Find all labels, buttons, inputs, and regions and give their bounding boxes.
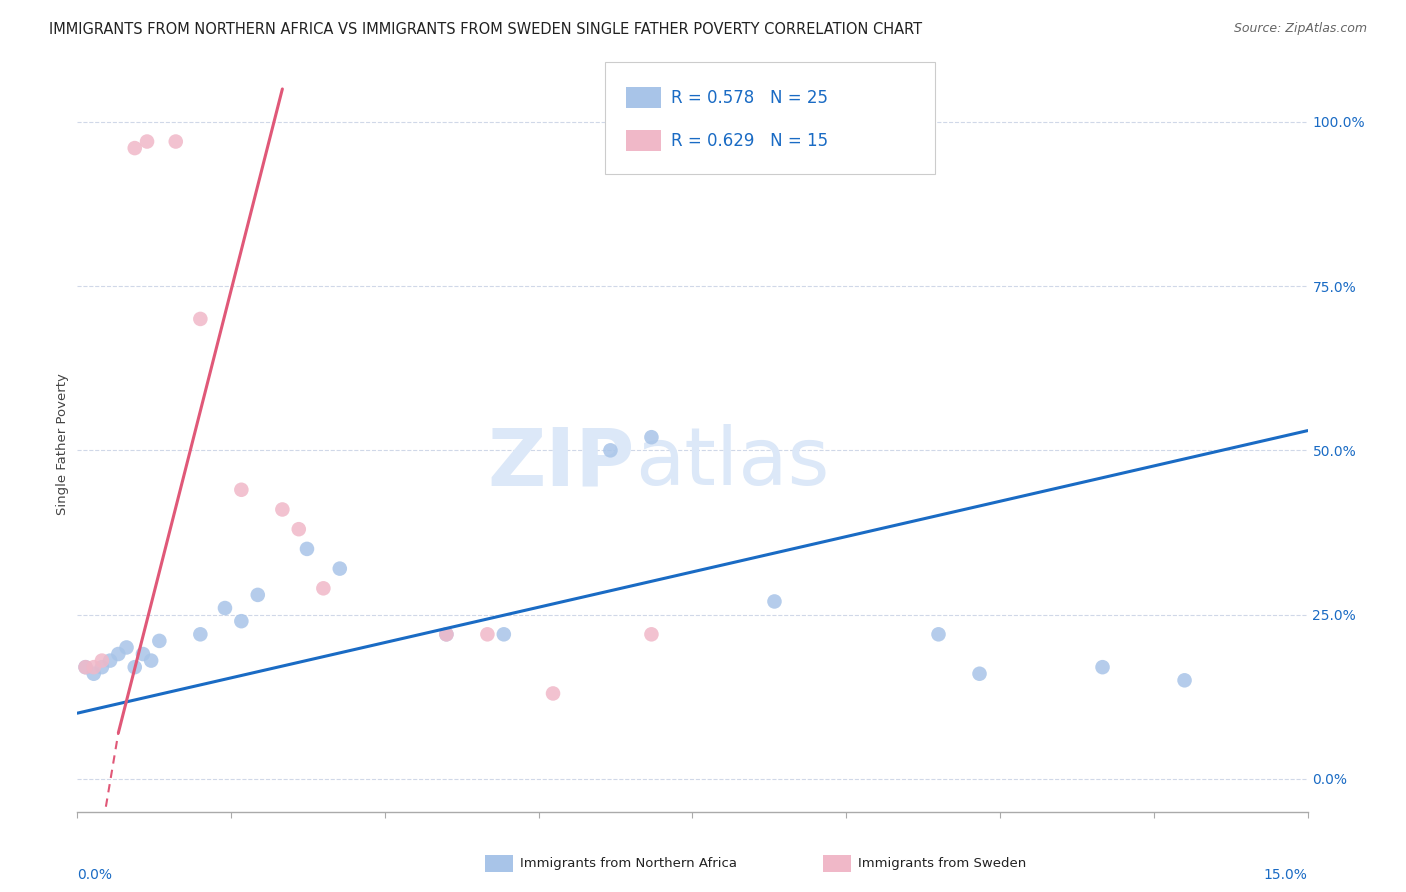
Point [271,502,294,516]
Point [477,627,499,641]
Point [141,654,163,668]
Point [107,647,129,661]
Point [83,660,105,674]
Point [90,660,114,674]
Point [436,627,458,641]
Text: Immigrants from Northern Africa: Immigrants from Northern Africa [520,857,737,870]
Point [90,654,114,668]
Point [492,627,515,641]
Point [763,594,786,608]
Point [541,686,564,700]
Point [83,666,105,681]
Text: R = 0.629   N = 15: R = 0.629 N = 15 [671,132,828,150]
Y-axis label: Single Father Poverty: Single Father Poverty [56,373,69,515]
Point [124,141,146,155]
Text: R = 0.578   N = 25: R = 0.578 N = 25 [671,88,828,107]
Text: 15.0%: 15.0% [1264,868,1308,881]
Text: ZIP: ZIP [488,425,636,502]
Text: Source: ZipAtlas.com: Source: ZipAtlas.com [1233,22,1367,36]
Point [295,541,318,556]
Point [75,660,97,674]
Point [148,633,170,648]
Point [188,312,212,326]
Point [969,666,991,681]
Point [214,601,236,615]
Point [115,640,138,655]
Text: 0.0%: 0.0% [77,868,112,881]
Point [288,522,311,536]
Point [165,135,187,149]
Text: IMMIGRANTS FROM NORTHERN AFRICA VS IMMIGRANTS FROM SWEDEN SINGLE FATHER POVERTY : IMMIGRANTS FROM NORTHERN AFRICA VS IMMIG… [49,22,922,37]
Point [640,430,662,444]
Point [124,660,146,674]
Point [132,647,155,661]
Point [231,614,253,628]
Point [640,627,662,641]
Text: Immigrants from Sweden: Immigrants from Sweden [858,857,1026,870]
Text: atlas: atlas [636,425,830,502]
Point [246,588,269,602]
Point [231,483,253,497]
Point [312,582,335,596]
Point [599,443,621,458]
Point [1091,660,1114,674]
Point [188,627,212,641]
Point [98,654,121,668]
Point [1174,673,1197,688]
Point [75,660,97,674]
Point [329,561,352,575]
Point [136,135,159,149]
Point [436,627,458,641]
Point [928,627,950,641]
